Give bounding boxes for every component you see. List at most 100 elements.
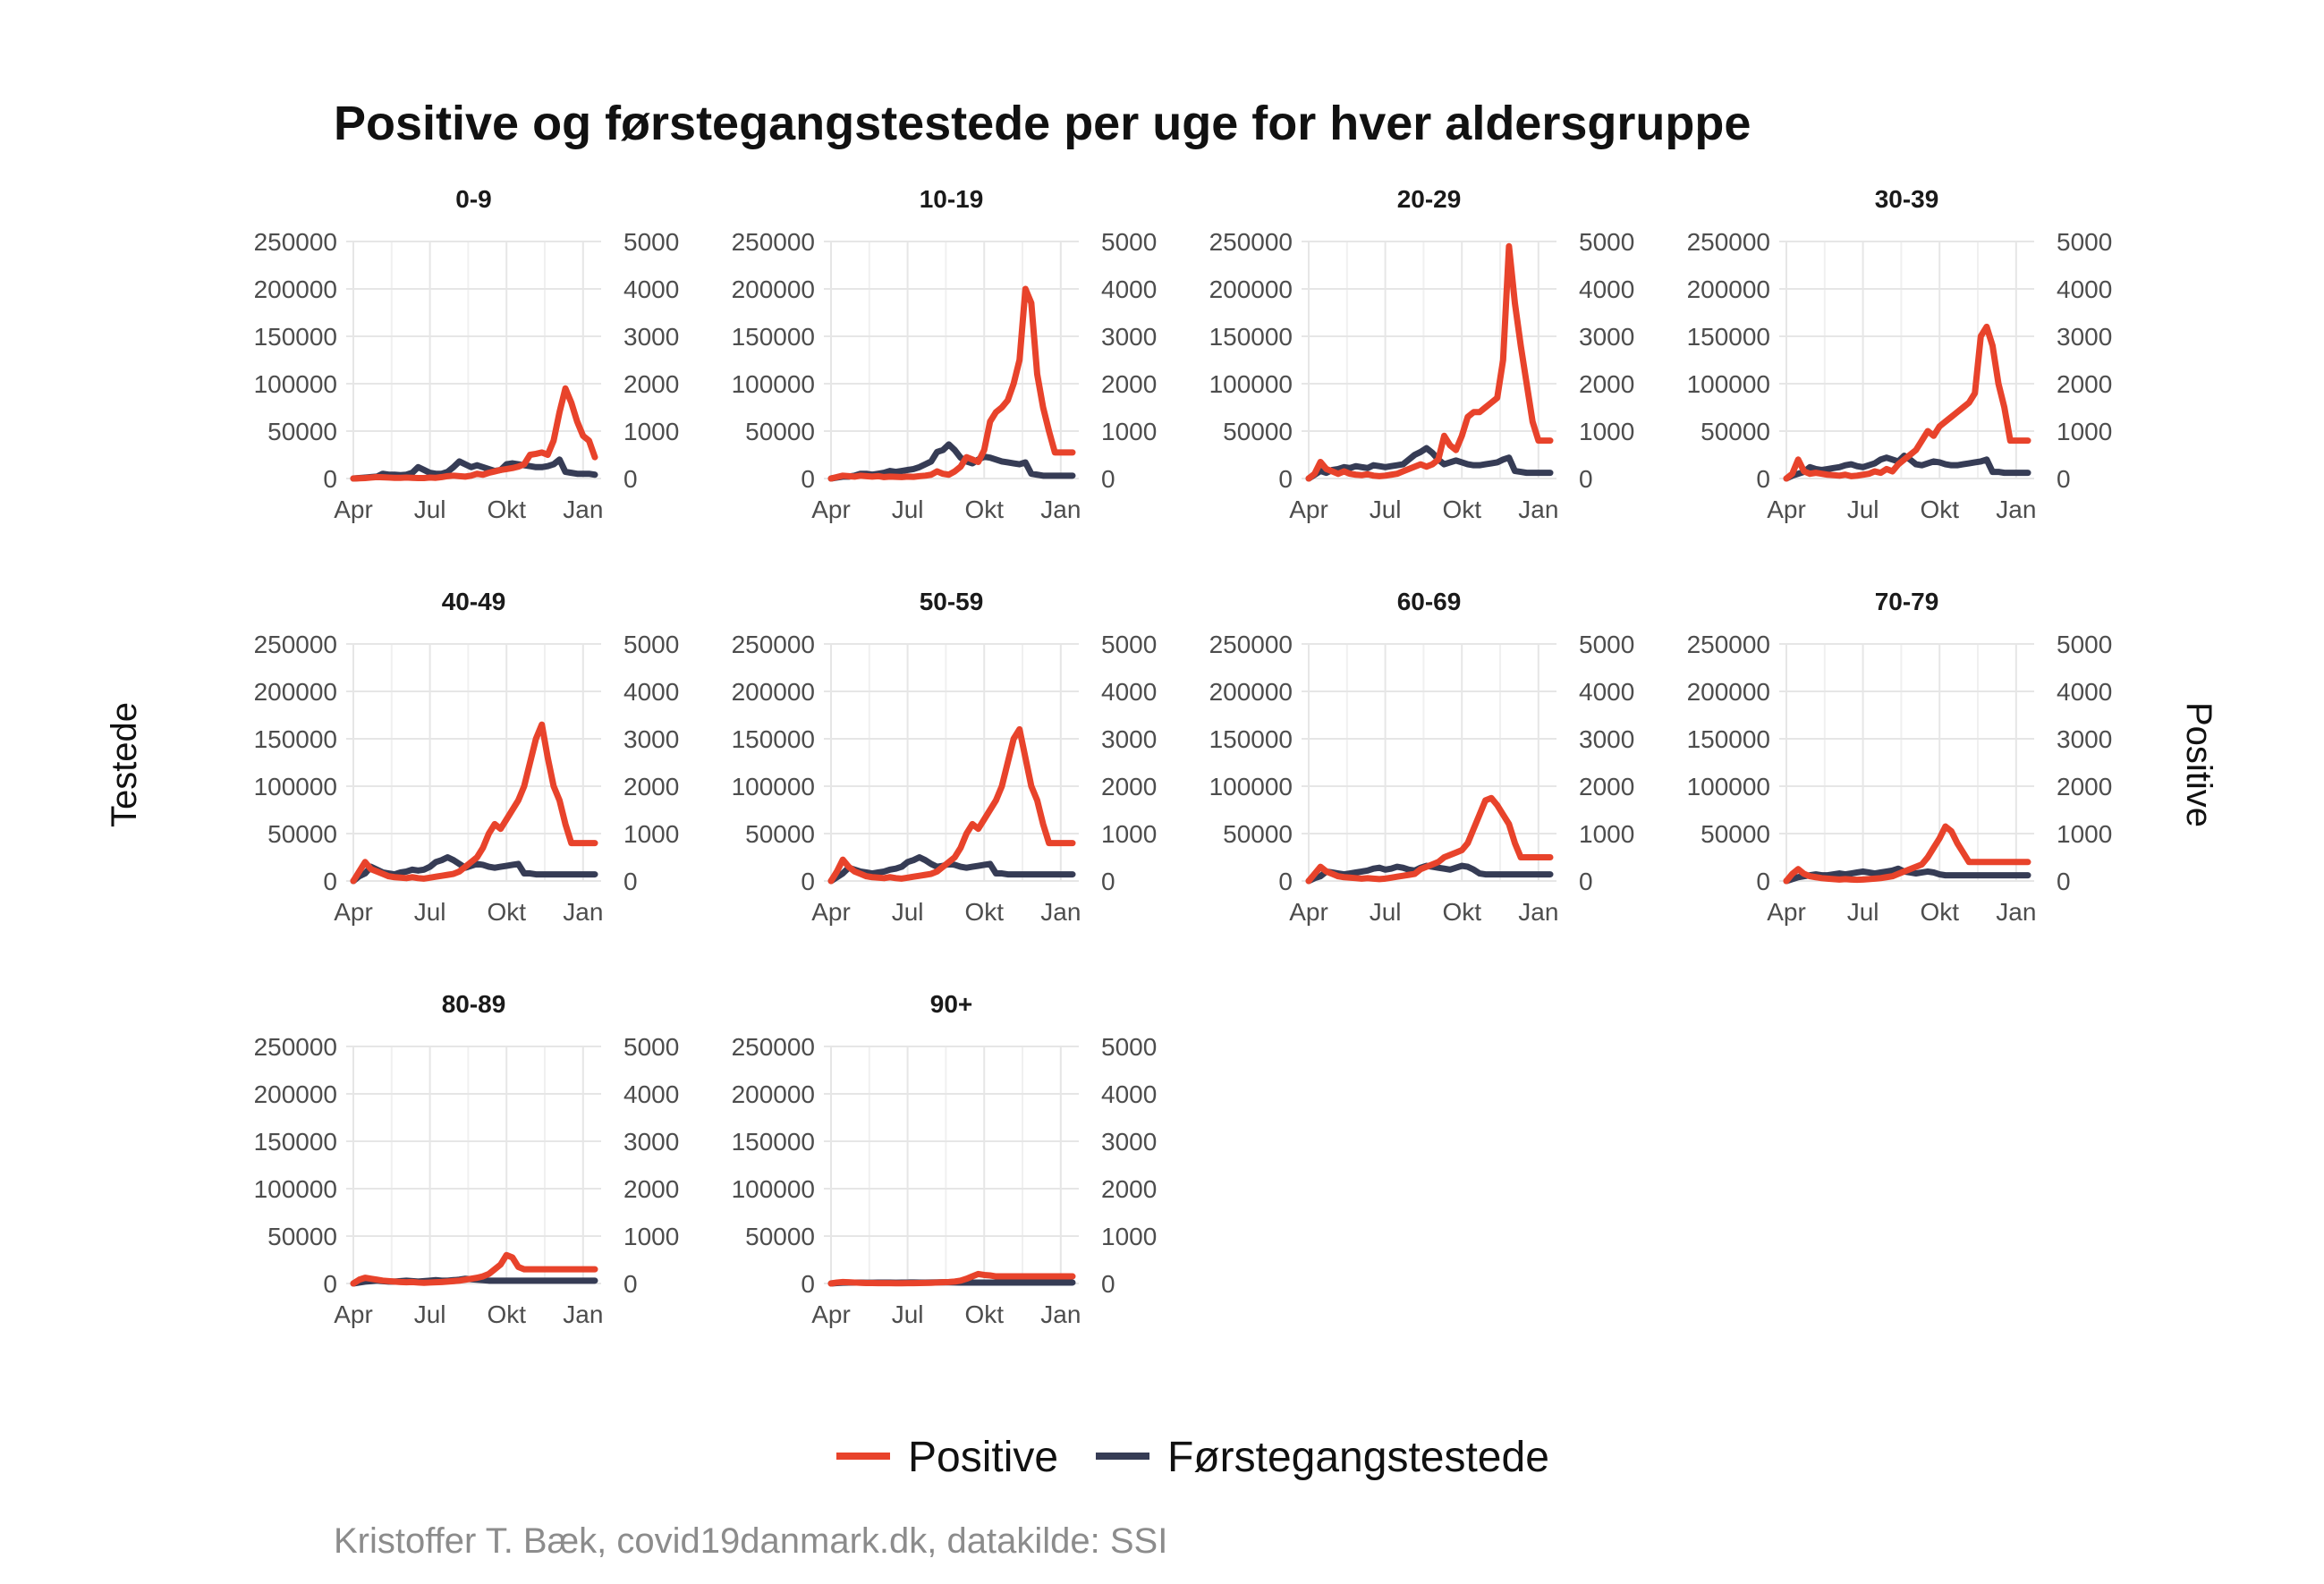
y-left-tick-label: 250000 — [254, 1033, 337, 1061]
legend-item: Førstegangstestede — [1096, 1434, 1549, 1481]
facet-panel: 50-59 0 0 50000 1000 100000 2000 150000 3000 2000… — [732, 588, 1158, 926]
y-left-tick-label: 250000 — [732, 1033, 815, 1061]
x-tick-label: Jan — [1040, 1300, 1081, 1328]
y-left-tick-label: 250000 — [254, 631, 337, 658]
y-left-tick-label: 200000 — [732, 275, 815, 303]
legend-label: Positive — [908, 1434, 1058, 1481]
y-left-tick-label: 200000 — [1687, 275, 1770, 303]
y-left-tick-label: 150000 — [1209, 725, 1293, 753]
y-right-tick-label: 0 — [2057, 868, 2071, 895]
left-axis-title: Testede — [105, 702, 144, 827]
right-axis-title: Positive — [2179, 702, 2218, 827]
y-left-tick-label: 100000 — [1209, 370, 1293, 398]
y-left-tick-label: 100000 — [254, 1175, 337, 1203]
facet-panel: 30-39 0 0 50000 1000 100000 2000 150000 3000 2000… — [1687, 185, 2113, 523]
y-left-tick-label: 50000 — [1223, 820, 1293, 848]
facet-panel: 70-79 0 0 50000 1000 100000 2000 150000 3000 2000… — [1687, 588, 2113, 926]
y-left-tick-label: 200000 — [732, 1080, 815, 1108]
y-right-tick-label: 0 — [623, 1270, 638, 1298]
y-right-tick-label: 1000 — [1101, 1223, 1157, 1250]
y-left-tick-label: 150000 — [254, 323, 337, 351]
y-left-tick-label: 200000 — [1209, 678, 1293, 706]
y-right-tick-label: 1000 — [2057, 820, 2112, 848]
facet-panel: 40-49 0 0 50000 1000 100000 2000 150000 3000 2000… — [254, 588, 680, 926]
facet-label: 70-79 — [1875, 588, 1939, 615]
y-right-tick-label: 3000 — [1579, 725, 1634, 753]
y-right-tick-label: 2000 — [1101, 370, 1157, 398]
x-tick-label: Jul — [892, 898, 924, 926]
facet-label: 40-49 — [442, 588, 506, 615]
y-right-tick-label: 5000 — [1101, 631, 1157, 658]
y-left-tick-label: 150000 — [254, 1128, 337, 1156]
x-tick-label: Jan — [1040, 898, 1081, 926]
y-left-tick-label: 50000 — [1223, 418, 1293, 445]
x-tick-label: Jan — [1040, 496, 1081, 523]
y-right-tick-label: 2000 — [623, 1175, 679, 1203]
y-left-tick-label: 150000 — [732, 1128, 815, 1156]
y-left-tick-label: 0 — [1278, 868, 1293, 895]
series-line-positive — [827, 725, 1076, 885]
facet-label: 20-29 — [1397, 185, 1462, 213]
y-right-tick-label: 3000 — [2057, 323, 2112, 351]
y-right-tick-label: 2000 — [2057, 773, 2112, 800]
facet-label: 50-59 — [920, 588, 984, 615]
y-right-tick-label: 2000 — [1101, 1175, 1157, 1203]
x-tick-label: Okt — [1442, 898, 1481, 926]
series-line-positive — [1305, 242, 1554, 482]
caption: Kristoffer T. Bæk, covid19danmark.dk, da… — [334, 1521, 1167, 1561]
series-line-positive — [1305, 794, 1554, 885]
y-right-tick-label: 4000 — [623, 275, 679, 303]
y-left-tick-label: 200000 — [254, 1080, 337, 1108]
y-right-tick-label: 5000 — [1579, 631, 1634, 658]
y-right-tick-label: 2000 — [623, 773, 679, 800]
y-right-tick-label: 0 — [1101, 868, 1115, 895]
y-right-tick-label: 0 — [1101, 465, 1115, 493]
y-right-tick-label: 4000 — [2057, 275, 2112, 303]
y-right-tick-label: 0 — [1101, 1270, 1115, 1298]
y-left-tick-label: 150000 — [1687, 725, 1770, 753]
series-line-forstegangstestede — [1305, 445, 1554, 482]
y-left-tick-label: 150000 — [732, 725, 815, 753]
y-left-tick-label: 150000 — [1687, 323, 1770, 351]
y-left-tick-label: 100000 — [1687, 773, 1770, 800]
legend: Positive Førstegangstestede — [836, 1434, 1549, 1481]
y-right-tick-label: 1000 — [2057, 418, 2112, 445]
x-tick-label: Apr — [811, 496, 851, 523]
x-tick-label: Jul — [1370, 898, 1402, 926]
x-tick-label: Okt — [487, 496, 526, 523]
x-tick-label: Jan — [1518, 898, 1558, 926]
facet-panel: 90+ 0 0 50000 1000 100000 2000 150000 3000 200000… — [732, 990, 1158, 1328]
y-right-tick-label: 4000 — [1579, 678, 1634, 706]
y-left-tick-label: 200000 — [1209, 275, 1293, 303]
y-right-tick-label: 5000 — [1101, 1033, 1157, 1061]
x-tick-label: Apr — [1289, 496, 1328, 523]
x-tick-label: Jan — [1518, 496, 1558, 523]
y-right-tick-label: 1000 — [623, 1223, 679, 1250]
facet-panel: 80-89 0 0 50000 1000 100000 2000 150000 3000 2000… — [254, 990, 680, 1328]
y-right-tick-label: 2000 — [623, 370, 679, 398]
x-tick-label: Okt — [964, 496, 1004, 523]
facet-panel: 60-69 0 0 50000 1000 100000 2000 150000 3000 2000… — [1209, 588, 1635, 926]
y-right-tick-label: 4000 — [623, 1080, 679, 1108]
y-left-tick-label: 250000 — [1687, 631, 1770, 658]
series-line-positive — [1783, 823, 2031, 885]
y-left-tick-label: 100000 — [732, 1175, 815, 1203]
y-left-tick-label: 0 — [1756, 868, 1770, 895]
y-right-tick-label: 5000 — [1101, 228, 1157, 256]
series-line-positive — [827, 1270, 1076, 1287]
y-left-tick-label: 250000 — [1209, 631, 1293, 658]
legend-item: Positive — [836, 1434, 1058, 1481]
y-left-tick-label: 0 — [801, 1270, 815, 1298]
x-tick-label: Okt — [964, 1300, 1004, 1328]
y-right-tick-label: 3000 — [1101, 725, 1157, 753]
y-left-tick-label: 200000 — [254, 678, 337, 706]
x-tick-label: Apr — [1767, 898, 1806, 926]
y-left-tick-label: 250000 — [732, 228, 815, 256]
y-left-tick-label: 0 — [1756, 465, 1770, 493]
y-left-tick-label: 0 — [1278, 465, 1293, 493]
y-right-tick-label: 1000 — [623, 418, 679, 445]
x-tick-label: Jul — [1847, 898, 1879, 926]
y-left-tick-label: 250000 — [732, 631, 815, 658]
y-right-tick-label: 0 — [1579, 465, 1593, 493]
